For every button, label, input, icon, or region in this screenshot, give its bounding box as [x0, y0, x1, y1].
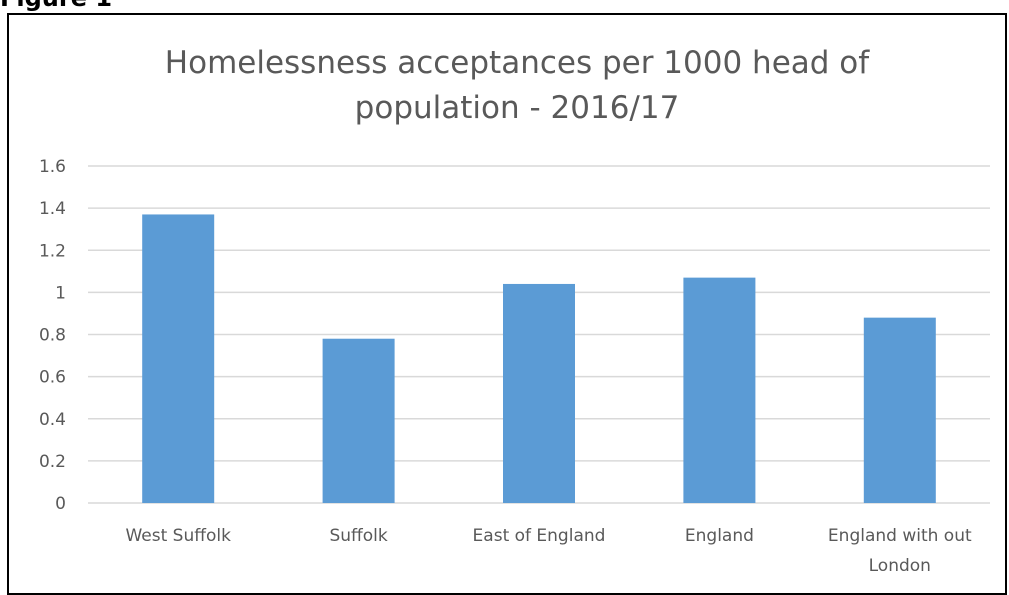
x-tick-label: West Suffolk	[125, 526, 231, 546]
x-axis-ticks: West Suffolk Suffolk East of England Englan…	[125, 526, 972, 576]
chart-title-line: Homelessness acceptances per 1000 head o…	[165, 45, 870, 81]
chart-title-line: population - 2016/17	[355, 90, 680, 126]
bar	[683, 277, 756, 503]
bar	[322, 338, 395, 503]
y-tick-label: 1.2	[39, 241, 66, 261]
x-tick-label: London	[869, 556, 931, 576]
y-tick-label: 0.4	[39, 410, 66, 430]
y-tick-label: 1	[55, 283, 66, 303]
bar	[863, 317, 936, 503]
chart-title: Homelessness acceptances per 1000 head o…	[165, 45, 870, 126]
bar	[503, 283, 575, 503]
y-tick-label: 1.4	[39, 199, 66, 219]
x-tick-label: East of England	[473, 526, 606, 546]
y-tick-label: 0.8	[39, 326, 66, 346]
figure-label: Figure 1	[0, 0, 112, 12]
y-tick-label: 0.2	[39, 452, 66, 472]
y-axis-ticks: 0 0.2 0.4 0.6 0.8 1 1.2 1.4 1.6	[39, 157, 66, 514]
x-tick-label: Suffolk	[329, 526, 387, 546]
bar	[142, 214, 215, 503]
y-tick-label: 0	[55, 494, 66, 514]
bars	[142, 214, 936, 503]
y-tick-label: 1.6	[39, 157, 66, 177]
y-tick-label: 0.6	[39, 368, 66, 388]
x-tick-label: England with out	[828, 526, 972, 546]
x-tick-label: England	[685, 526, 754, 546]
